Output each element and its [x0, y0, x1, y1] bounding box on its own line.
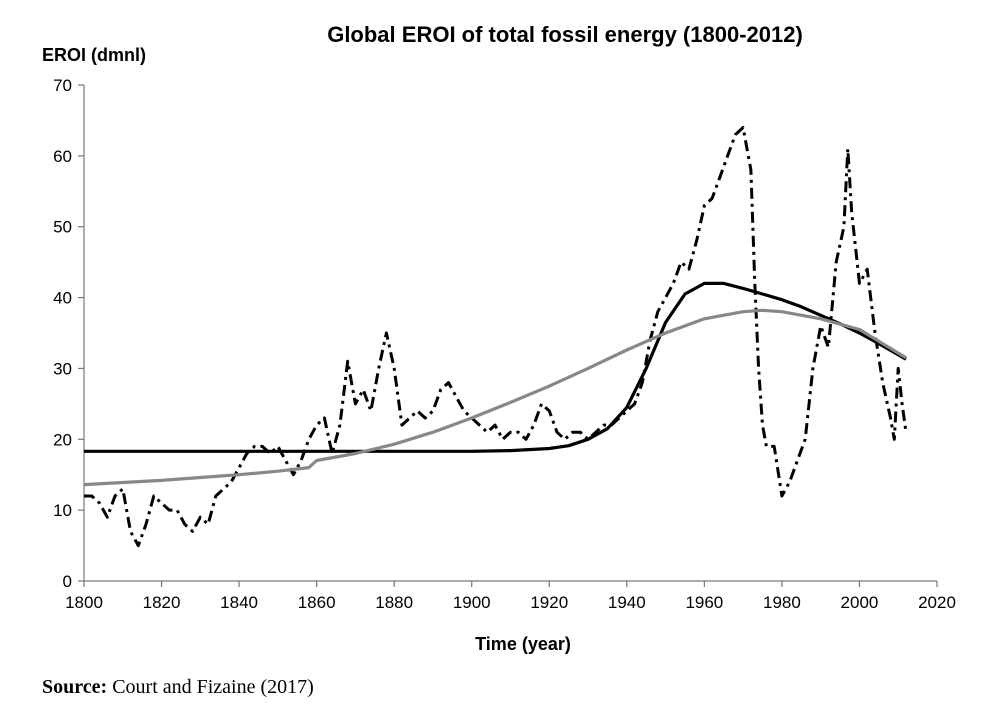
y-tick-label: 50 — [53, 218, 72, 237]
x-tick-label: 1840 — [220, 593, 258, 612]
x-tick-label: 1820 — [143, 593, 181, 612]
x-tick-label: 1860 — [298, 593, 336, 612]
series-line-3 — [83, 308, 907, 487]
x-tick-label: 1920 — [530, 593, 568, 612]
y-tick-label: 40 — [53, 289, 72, 308]
series-line-1 — [84, 126, 908, 548]
y-tick-label: 30 — [53, 359, 72, 378]
y-tick-label: 10 — [53, 501, 72, 520]
x-tick-label: 2020 — [918, 593, 956, 612]
x-tick-label: 1880 — [375, 593, 413, 612]
x-tick-label: 1940 — [608, 593, 646, 612]
y-tick-label: 60 — [53, 147, 72, 166]
x-tick-label: 1800 — [65, 593, 103, 612]
y-tick-label: 70 — [53, 76, 72, 95]
series-line-2 — [84, 281, 907, 453]
y-axis-label: EROI (dmnl) — [42, 45, 146, 65]
y-tick-label: 0 — [63, 572, 72, 591]
source-label: Source: — [42, 676, 108, 698]
x-ticks: 1800 1820 1840 1860 1880 1900 1920 1940 1960 1980… — [65, 581, 956, 612]
y-ticks: 0 10 20 30 40 50 60 70 — [53, 76, 84, 591]
source-note: Source: Court and Fizaine (2017) — [42, 676, 314, 699]
y-tick-label: 20 — [53, 430, 72, 449]
series-layer — [83, 126, 908, 548]
x-tick-label: 1900 — [453, 593, 491, 612]
x-tick-label: 1960 — [685, 593, 723, 612]
x-tick-label: 2000 — [841, 593, 879, 612]
x-axis-label: Time (year) — [475, 634, 571, 654]
x-tick-label: 1980 — [763, 593, 801, 612]
chart-title: Global EROI of total fossil energy (1800… — [327, 22, 803, 47]
source-text: Court and Fizaine (2017) — [112, 676, 314, 698]
